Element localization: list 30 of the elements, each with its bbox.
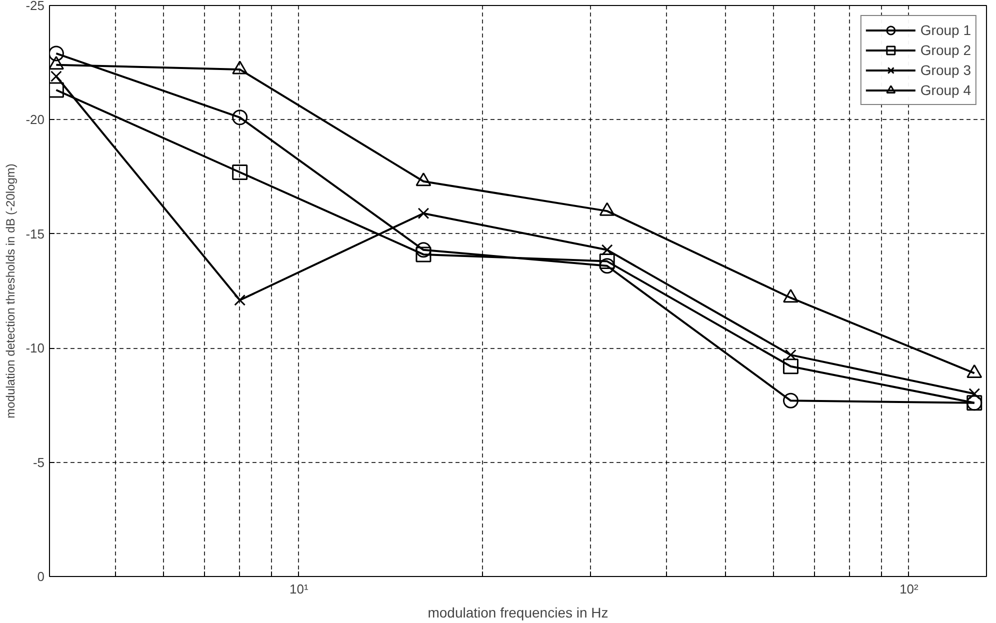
x-axis-title: modulation frequencies in Hz — [428, 604, 608, 620]
point — [50, 46, 64, 62]
legend-label: Group 1 — [920, 22, 971, 38]
y-tick-label: -25 — [26, 0, 45, 13]
x-tick-label: 10² — [900, 582, 920, 596]
legend-label: Group 4 — [920, 82, 971, 98]
point — [416, 242, 432, 258]
point — [50, 82, 64, 98]
point — [232, 110, 248, 126]
y-tick-label: -20 — [26, 112, 45, 128]
point — [50, 70, 62, 82]
point — [232, 164, 248, 180]
point — [968, 388, 980, 400]
y-tick-label: -15 — [26, 226, 45, 242]
point — [601, 244, 613, 256]
x-tick-label: 10¹ — [290, 582, 310, 596]
y-tick-label: 0 — [37, 569, 45, 584]
point — [599, 254, 615, 270]
point — [418, 208, 430, 220]
point — [416, 246, 432, 262]
legend-label: Group 3 — [920, 62, 971, 78]
y-axis-title: modulation detection thresholds in dB (-20logm) — [4, 164, 18, 418]
point — [785, 349, 796, 361]
point — [599, 258, 615, 274]
point — [782, 358, 798, 374]
y-tick-label: -5 — [32, 454, 45, 470]
y-tick-label: -10 — [26, 340, 45, 356]
point — [782, 392, 798, 408]
legend-label: Group 2 — [920, 42, 971, 58]
point — [234, 294, 246, 306]
